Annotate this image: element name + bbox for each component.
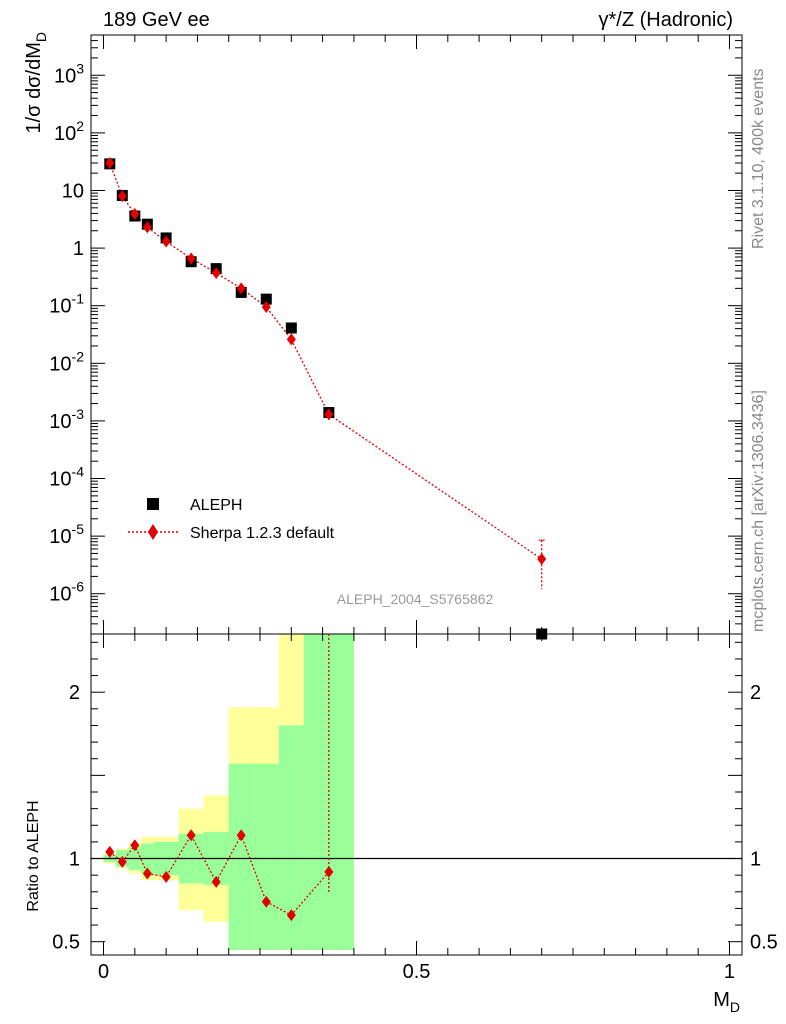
ratio-y-tick-label: 0.5: [52, 932, 80, 954]
top-y-tick-label: 10-3: [49, 406, 84, 433]
top-y-tick-label: 10-2: [49, 348, 84, 375]
ratio-y-tick-label: 1: [69, 849, 80, 871]
top-panel-frame: [90, 34, 743, 635]
top-y-tick-label: 10-6: [49, 579, 84, 606]
aleph-point: [536, 628, 548, 640]
ratio-y-tick-label-right: 0.5: [750, 932, 778, 954]
ratio-sherpa-point: [130, 839, 140, 852]
legend-entry-sherpa: Sherpa 1.2.3 default: [190, 525, 335, 542]
ratio-sherpa-point: [186, 829, 196, 842]
sherpa-point: [286, 333, 296, 346]
ratio-sherpa-point: [105, 845, 115, 858]
top-y-tick-label: 1: [73, 238, 84, 260]
chart-header-left: 189 GeV ee: [103, 9, 210, 31]
ratio-y-tick-label: 2: [69, 682, 80, 704]
sherpa-point: [186, 252, 196, 265]
sherpa-point: [324, 408, 334, 421]
ratio-sherpa-point: [142, 867, 152, 880]
analysis-watermark: ALEPH_2004_S5765862: [337, 591, 494, 607]
legend: ALEPH Sherpa 1.2.3 default: [128, 497, 335, 542]
legend-marker-sherpa: [148, 524, 158, 540]
ratio-y-tick-label-right: 2: [750, 682, 761, 704]
x-tick-label: 0: [98, 961, 109, 983]
ratio-y-tick-label-right: 1: [750, 849, 761, 871]
x-axis-title: MD: [713, 989, 740, 1015]
top-y-tick-label: 10: [62, 180, 84, 202]
ratio-sherpa-point: [161, 870, 171, 883]
sherpa-point: [261, 300, 271, 313]
side-label-mcplots: mcplots.cern.ch [arXiv:1306.3436]: [750, 390, 767, 632]
legend-entry-aleph: ALEPH: [190, 497, 242, 514]
x-tick-label: 1: [724, 961, 735, 983]
ratio-sherpa-point: [117, 855, 127, 868]
side-label-rivet: Rivet 3.1.10, 400k events: [750, 68, 767, 249]
x-tick-label: 0.5: [403, 961, 431, 983]
ratio-sherpa-point: [286, 909, 296, 922]
top-y-tick-label: 10-5: [49, 521, 84, 548]
sherpa-point: [211, 266, 221, 279]
ratio-y-axis-title: Ratio to ALEPH: [25, 800, 42, 911]
top-y-tick-label: 102: [54, 118, 84, 145]
ratio-sherpa-point: [211, 875, 221, 888]
sherpa-point: [117, 190, 127, 203]
aleph-point: [285, 322, 297, 334]
legend-marker-aleph: [147, 498, 159, 510]
ratio-sherpa-point: [236, 829, 246, 842]
ratio-band-inner: [303, 634, 354, 951]
ratio-panel-bands: [103, 634, 354, 951]
sherpa-line: [109, 162, 543, 560]
ratio-sherpa-point: [324, 865, 334, 878]
top-y-tick-label: 103: [54, 60, 84, 87]
aleph-point: [260, 293, 272, 305]
ratio-band-inner: [253, 763, 279, 951]
chart-header-right: γ*/Z (Hadronic): [599, 9, 733, 31]
sherpa-point: [130, 208, 140, 221]
sherpa-point: [537, 553, 547, 566]
sherpa-point: [105, 156, 115, 169]
top-y-axis-title: 1/σ dσ/dMD: [23, 32, 49, 134]
top-y-tick-label: 10-4: [49, 464, 84, 491]
top-y-tick-label: 10-1: [49, 291, 84, 318]
ratio-sherpa-line: [109, 833, 330, 916]
sherpa-point: [142, 221, 152, 234]
sherpa-point: [236, 282, 246, 295]
sherpa-point: [161, 235, 171, 248]
ratio-sherpa-point: [261, 895, 271, 908]
